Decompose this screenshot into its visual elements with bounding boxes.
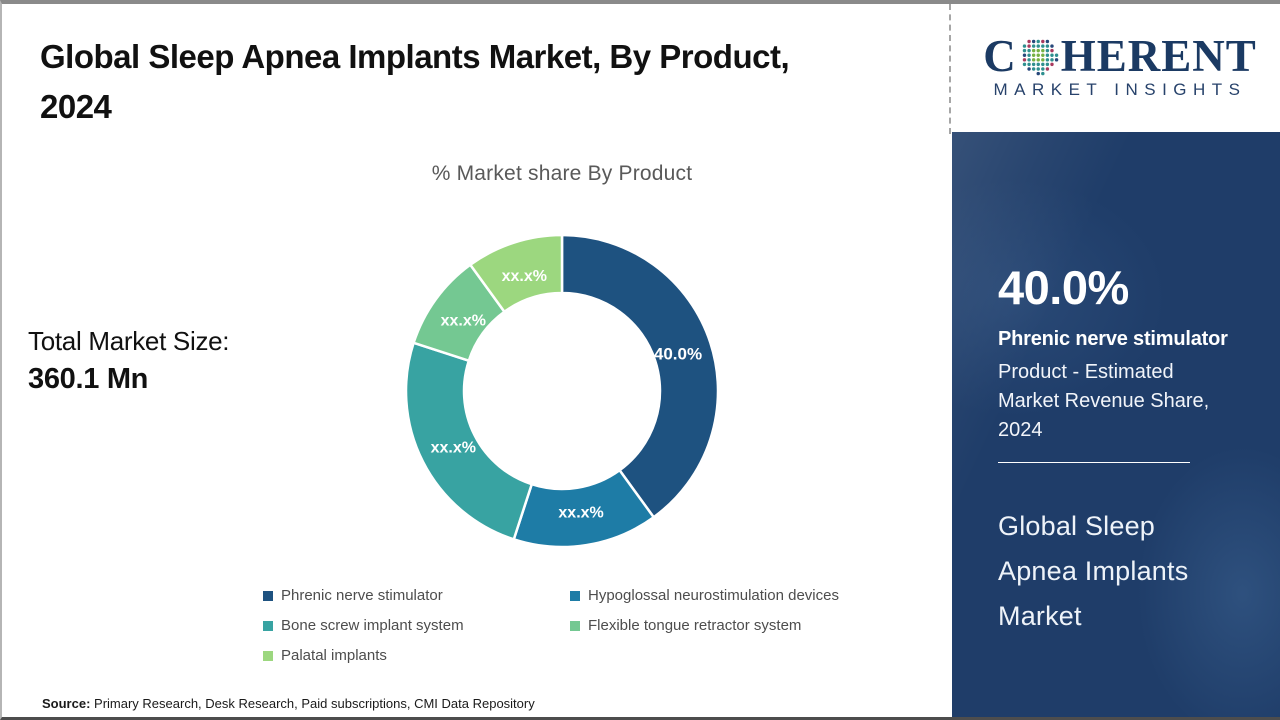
legend-label: Flexible tongue retractor system <box>588 617 802 634</box>
logo-subtext: MARKET INSIGHTS <box>993 80 1247 99</box>
source-text: Primary Research, Desk Research, Paid su… <box>90 696 535 711</box>
logo-letters-rest: HERENT <box>1060 31 1257 81</box>
chart-legend: Phrenic nerve stimulator Hypoglossal neur… <box>242 587 922 664</box>
legend-label: Palatal implants <box>281 647 387 664</box>
panel-divider <box>998 462 1190 463</box>
donut-slice-label-5: xx.x% <box>502 268 547 285</box>
logo-letter-c: C <box>983 31 1017 81</box>
brand-logo-wordmark: C HERENT <box>972 31 1268 81</box>
legend-label: Bone screw implant system <box>281 617 464 634</box>
donut-slice-label-4: xx.x% <box>441 312 486 329</box>
market-name-line3: Market <box>998 601 1082 631</box>
legend-swatch-icon <box>263 650 273 661</box>
source-label: Source: <box>42 696 91 711</box>
donut-slice-5 <box>469 233 564 313</box>
total-market-block: Total Market Size: 360.1 Mn <box>28 326 230 396</box>
legend-swatch-icon <box>263 620 273 631</box>
donut-slice-1 <box>560 233 720 519</box>
donut-chart: 40.0% xx.x% xx.x% xx.x% xx.x% <box>392 221 732 561</box>
legend-item-5: Palatal implants <box>263 647 570 664</box>
chart-subtitle: % Market share By Product <box>431 162 693 185</box>
stat-description: Product - Estimated Market Revenue Share… <box>998 358 1209 445</box>
legend-swatch-icon <box>570 590 580 601</box>
legend-label: Hypoglossal neurostimulation devices <box>588 587 839 604</box>
legend-item-2: Hypoglossal neurostimulation devices <box>570 587 922 604</box>
stat-description-line2: Market Revenue Share, <box>998 390 1210 412</box>
legend-item-1: Phrenic nerve stimulator <box>263 587 570 604</box>
legend-item-4: Flexible tongue retractor system <box>570 617 922 634</box>
stat-description-line1: Product - Estimated <box>998 361 1174 383</box>
legend-swatch-icon <box>263 590 273 601</box>
donut-chart-svg: 40.0% xx.x% xx.x% xx.x% xx.x% <box>404 233 720 549</box>
donut-slice-label-1: 40.0% <box>654 344 702 363</box>
donut-slice-3 <box>404 341 533 541</box>
dashed-divider <box>949 4 951 134</box>
total-market-value: 360.1 Mn <box>28 363 149 395</box>
page-title: Global Sleep Apnea Implants Market, By P… <box>40 32 940 132</box>
stat-title: Phrenic nerve stimulator <box>998 328 1228 350</box>
page-title-line1: Global Sleep Apnea Implants Market, By P… <box>40 38 790 75</box>
donut-slice-label-3: xx.x% <box>431 439 476 456</box>
globe-icon <box>1022 39 1059 76</box>
stat-description-line3: 2024 <box>998 419 1043 441</box>
market-name: Global Sleep Apnea Implants Market <box>998 504 1188 639</box>
total-market-label: Total Market Size: <box>28 326 230 356</box>
source-line: Source: Primary Research, Desk Research,… <box>42 696 535 711</box>
stat-value: 40.0% <box>998 261 1129 314</box>
legend-label: Phrenic nerve stimulator <box>281 587 443 604</box>
brand-logo: C HERENT MARKET INSIGHTS <box>972 34 1268 100</box>
side-panel: 40.0% Phrenic nerve stimulator Product -… <box>952 132 1280 717</box>
market-name-line2: Apnea Implants <box>998 556 1189 586</box>
legend-swatch-icon <box>570 620 580 631</box>
page-title-line2: 2024 <box>40 88 112 125</box>
market-name-line1: Global Sleep <box>998 511 1156 541</box>
legend-item-3: Bone screw implant system <box>263 617 570 634</box>
donut-slice-label-2: xx.x% <box>558 505 603 522</box>
